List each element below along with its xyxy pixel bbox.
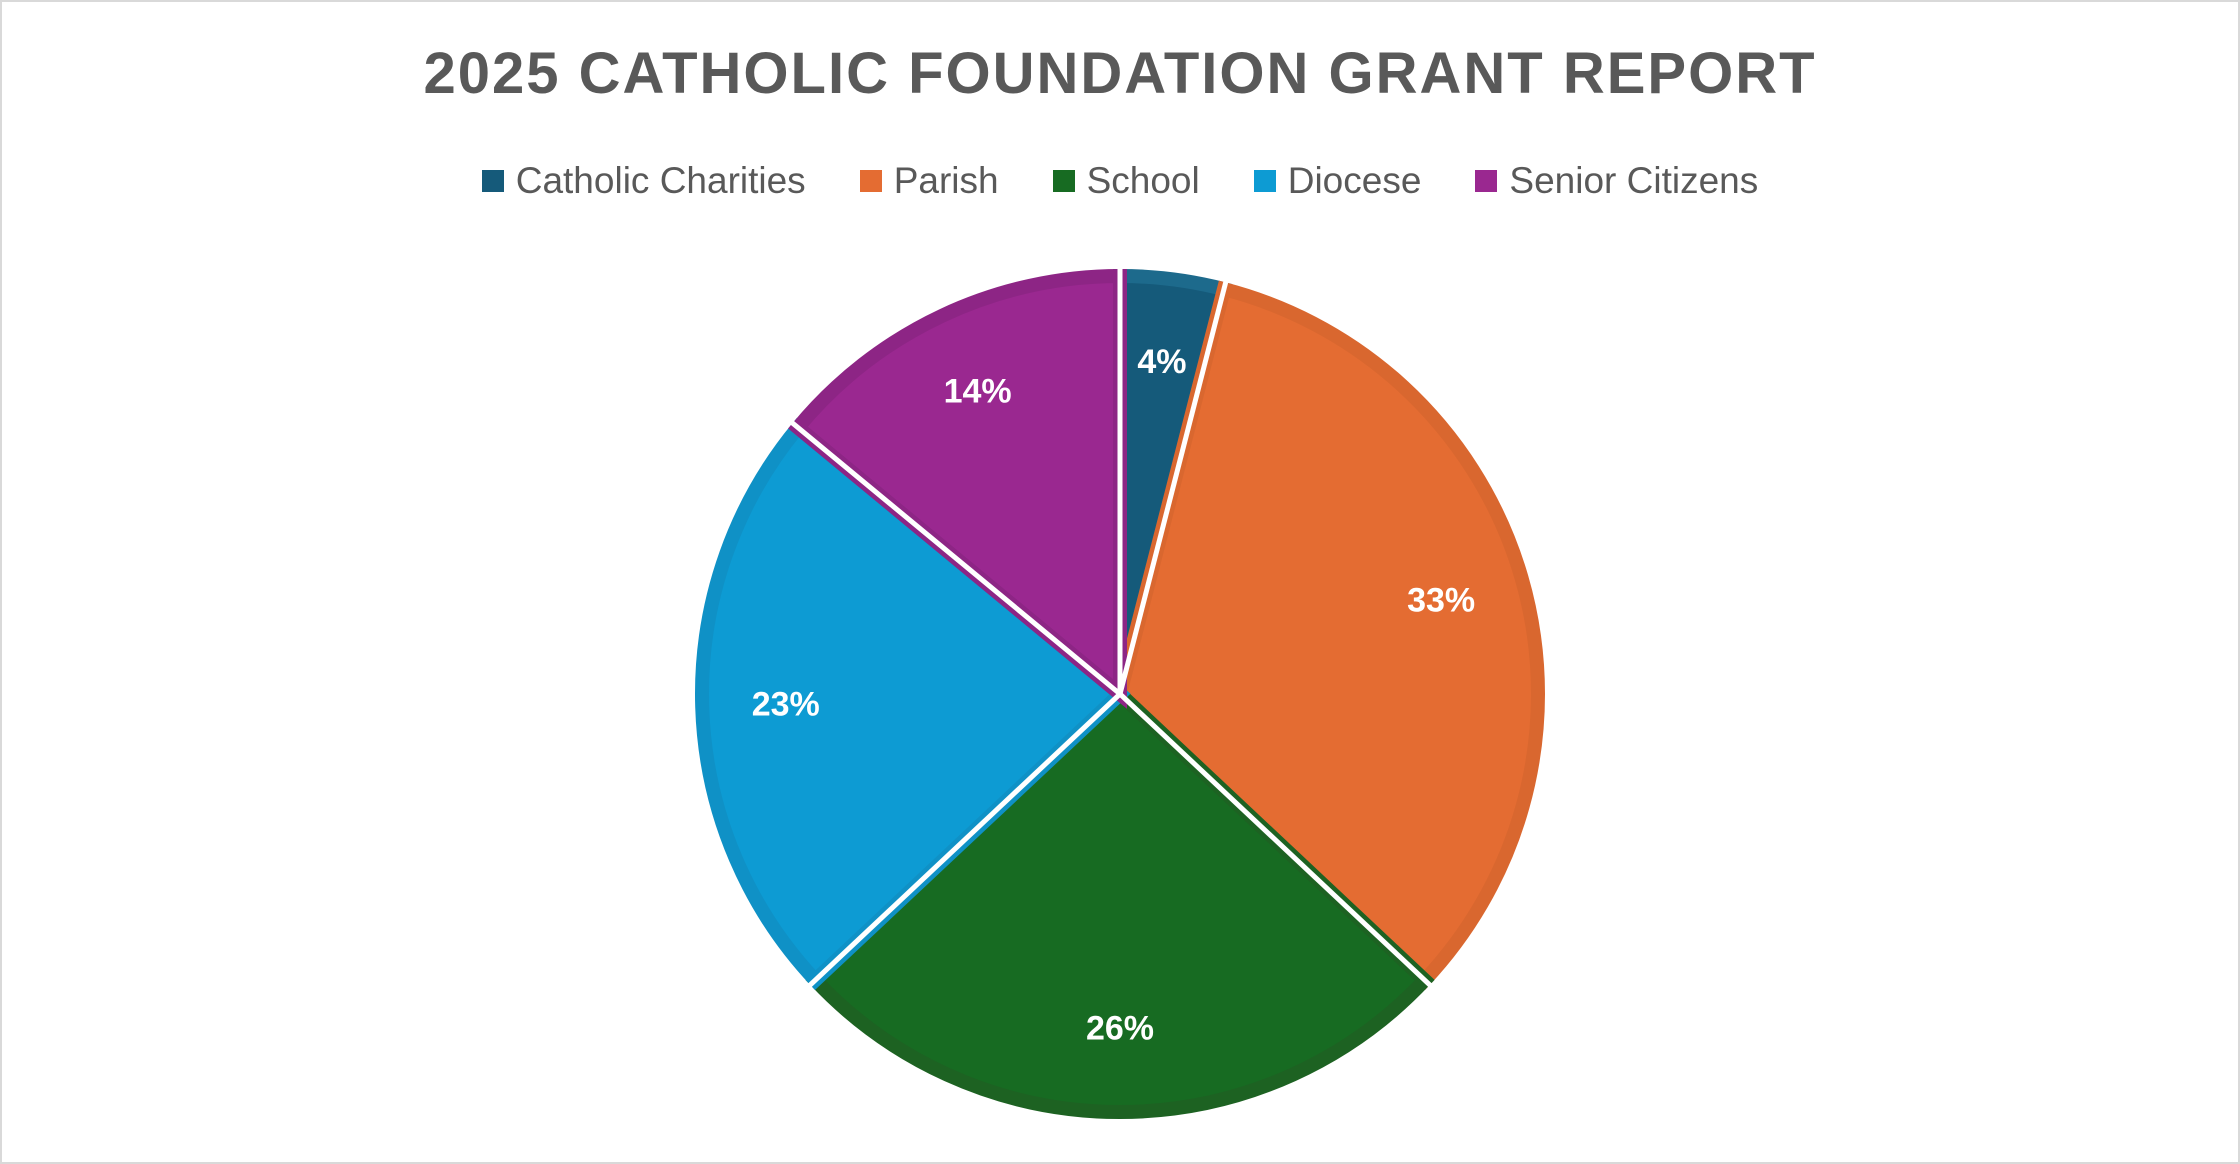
legend-item-parish: Parish xyxy=(859,160,999,202)
legend-swatch xyxy=(859,170,882,192)
slice-separator xyxy=(1117,280,1229,695)
data-label-parish: 33% xyxy=(1407,582,1475,620)
pie-slice-school xyxy=(805,684,1435,1119)
slice-separator xyxy=(1118,692,1433,988)
legend-swatch xyxy=(1253,170,1276,192)
slice-separator xyxy=(790,420,1122,696)
legend-label: Parish xyxy=(893,160,999,201)
legend-label: School xyxy=(1086,160,1200,201)
legend-item-diocese: Diocese xyxy=(1253,160,1422,202)
pie-slice-diocese xyxy=(695,417,1131,991)
legend-item-catholic-charities: Catholic Charities xyxy=(481,160,806,202)
legend-swatch xyxy=(1475,170,1498,192)
pie-slice-parish xyxy=(1112,280,1545,991)
data-label-senior-citizens: 14% xyxy=(944,372,1012,410)
data-label-school: 26% xyxy=(1086,1009,1154,1047)
legend-label: Diocese xyxy=(1287,160,1422,201)
legend-label: Senior Citizens xyxy=(1509,160,1759,201)
data-label-diocese: 23% xyxy=(752,686,820,724)
chart-legend: Catholic Charities Parish School Diocese… xyxy=(2,160,2238,202)
legend-item-school: School xyxy=(1052,160,1200,202)
data-label-catholic-charities: 4% xyxy=(1137,343,1186,381)
legend-swatch xyxy=(1052,170,1075,192)
chart-title: 2025 CATHOLIC FOUNDATION GRANT REPORT xyxy=(423,41,1817,106)
legend-item-senior-citizens: Senior Citizens xyxy=(1475,160,1758,202)
legend-label: Catholic Charities xyxy=(515,160,806,201)
slice-separator xyxy=(807,692,1122,988)
legend-swatch xyxy=(481,170,504,192)
pie-slice-senior-citizens xyxy=(788,268,1127,709)
